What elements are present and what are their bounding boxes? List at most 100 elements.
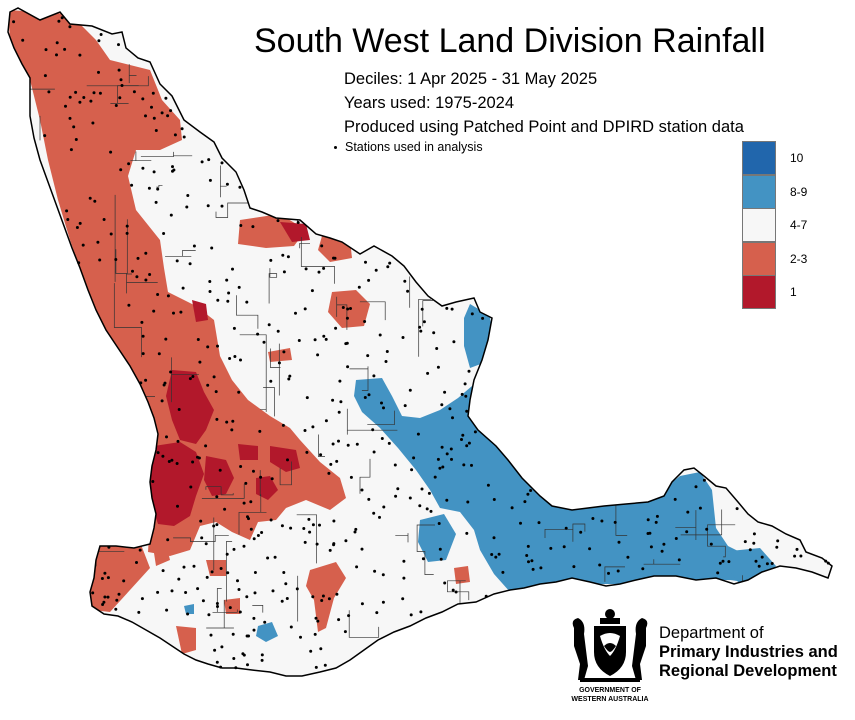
station-dot (102, 600, 106, 604)
station-dot (252, 469, 255, 473)
station-dot (450, 457, 453, 461)
station-dot (702, 478, 706, 482)
station-dot (445, 498, 449, 502)
station-dot (302, 527, 306, 530)
station-dot (537, 521, 541, 525)
station-dot (311, 523, 315, 527)
station-dot (185, 205, 189, 209)
shire-boundary-line (367, 410, 395, 426)
station-dot (166, 114, 170, 118)
station-dot (285, 597, 289, 600)
station-dot (648, 531, 652, 535)
station-dot (88, 196, 92, 200)
station-dot (378, 333, 382, 337)
shire-boundary-line (130, 151, 152, 162)
station-dot (425, 507, 429, 511)
station-dot (140, 597, 144, 601)
shire-boundary-line (268, 268, 278, 304)
station-dot (337, 410, 341, 414)
station-dot (436, 457, 440, 461)
shire-boundary-line (349, 366, 369, 391)
department-name: Department of Primary Industries and Reg… (659, 624, 838, 681)
station-dot (727, 560, 731, 564)
station-dot (184, 591, 188, 594)
station-dot (102, 218, 106, 221)
station-dot (309, 649, 313, 653)
station-dot (189, 485, 193, 489)
department-line: Regional Development (659, 662, 837, 680)
station-dot (408, 388, 412, 392)
shire-boundary-line (643, 559, 681, 565)
station-dot (144, 278, 148, 282)
station-dot (332, 543, 336, 547)
station-dot (78, 53, 82, 57)
station-dot (481, 316, 485, 320)
station-dot (223, 507, 227, 511)
station-dot (78, 221, 82, 225)
station-dot (277, 361, 281, 365)
station-dot (60, 16, 64, 20)
station-dot (100, 577, 104, 580)
legend-swatch (742, 141, 776, 175)
station-dot (381, 600, 385, 604)
station-dot (329, 462, 333, 466)
station-dot (824, 559, 828, 563)
station-dot (230, 428, 234, 432)
station-dot (305, 396, 309, 400)
shire-boundary-line (126, 273, 158, 294)
station-dot (367, 278, 371, 282)
station-dot (139, 381, 143, 385)
station-dot (226, 571, 230, 575)
subtitle-years-used: Years used: 1975-2024 (344, 94, 515, 112)
station-dot (252, 616, 256, 620)
station-dot (338, 379, 342, 383)
shire-boundary-line (300, 237, 335, 284)
station-dot (181, 286, 185, 290)
station-dot (119, 168, 123, 172)
station-dot (438, 547, 442, 551)
station-dot (75, 226, 79, 229)
station-dot (256, 534, 260, 537)
stations-legend-label: Stations used in analysis (345, 140, 483, 154)
station-dot (68, 95, 72, 99)
station-dot (68, 116, 72, 120)
station-dot (320, 244, 324, 248)
station-dot (237, 390, 241, 394)
shire-boundary-line (447, 580, 470, 609)
station-dot (253, 571, 257, 574)
station-dot (281, 423, 285, 427)
station-dot (163, 381, 167, 385)
station-dot (91, 121, 95, 125)
shire-boundary-line (395, 533, 409, 543)
station-dot (401, 336, 405, 339)
station-dot (646, 518, 650, 522)
station-dot (403, 279, 407, 283)
station-dot (215, 660, 219, 664)
station-dot (148, 273, 152, 276)
station-dot (165, 608, 169, 612)
station-dot (319, 647, 323, 651)
shire-boundary-line (299, 242, 310, 249)
station-dot (588, 547, 592, 551)
station-dot (486, 483, 490, 487)
station-dot (324, 419, 328, 423)
station-dot (510, 506, 514, 510)
station-dot (144, 378, 148, 382)
station-dot (210, 570, 214, 574)
station-dot (99, 33, 103, 36)
station-dot (360, 547, 364, 551)
station-dot (141, 334, 145, 338)
legend-label: 8-9 (790, 184, 808, 199)
station-dot (176, 504, 179, 508)
station-dot (201, 599, 205, 603)
station-dot (252, 628, 256, 632)
station-dot (364, 260, 367, 264)
station-dot (197, 456, 201, 460)
station-dot (752, 541, 756, 545)
station-dot (103, 571, 107, 575)
station-dot (198, 360, 202, 364)
station-dot (372, 374, 376, 378)
station-dot (526, 492, 530, 496)
station-dot (154, 129, 158, 132)
